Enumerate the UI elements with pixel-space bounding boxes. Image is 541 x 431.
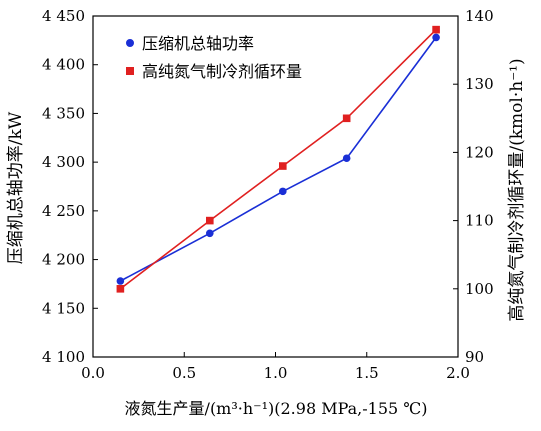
y-left-tick-label: 4 350 bbox=[42, 104, 85, 122]
y-left-tick-label: 4 450 bbox=[42, 7, 85, 25]
y-left-tick-label: 4 400 bbox=[42, 56, 85, 74]
x-axis-label: 液氮生产量/(m³·h⁻¹)(2.98 MPa,-155 ℃) bbox=[125, 399, 428, 418]
y-right-tick-label: 100 bbox=[465, 280, 494, 298]
series-0-point bbox=[432, 33, 440, 42]
y-left-tick-label: 4 250 bbox=[42, 202, 85, 220]
y-right-tick-label: 90 bbox=[465, 348, 484, 366]
legend-marker-series-0 bbox=[126, 39, 134, 47]
axis-ticks: 0.0 0.5 1.0 1.5 2.0 4 100 4 150 4 200 4 250 4 300… bbox=[42, 7, 494, 382]
series-1-point bbox=[206, 216, 214, 225]
x-tick-label: 0.0 bbox=[81, 364, 105, 382]
y-right-tick-label: 140 bbox=[465, 7, 494, 25]
series-0-point bbox=[279, 187, 287, 196]
y-left-tick-label: 4 150 bbox=[42, 299, 85, 317]
series-1-point bbox=[116, 285, 125, 293]
y-left-tick-label: 4 200 bbox=[42, 251, 85, 269]
legend-marker-series-1 bbox=[126, 67, 134, 75]
series-0-point bbox=[206, 229, 214, 238]
y-right-tick-label: 110 bbox=[465, 212, 494, 230]
x-tick-label: 2.0 bbox=[446, 364, 470, 382]
series-markers bbox=[116, 25, 440, 293]
y-left-tick-label: 4 100 bbox=[42, 348, 85, 366]
x-tick-label: 0.5 bbox=[172, 364, 196, 382]
series-1-point bbox=[432, 25, 440, 34]
series-0-point bbox=[342, 154, 351, 163]
y-axis-left-label: 压缩机总轴功率/kW bbox=[6, 111, 26, 264]
series-1-point bbox=[342, 114, 351, 123]
y-left-tick-label: 4 300 bbox=[42, 153, 85, 171]
x-tick-label: 1.5 bbox=[355, 364, 379, 382]
legend-label-series-1: 高纯氮气制冷剂循环量 bbox=[142, 62, 302, 81]
series-0-point bbox=[116, 277, 125, 285]
series-1-point bbox=[279, 162, 287, 170]
y-right-tick-label: 130 bbox=[465, 75, 494, 93]
legend: 压缩机总轴功率 高纯氮气制冷剂循环量 bbox=[126, 34, 302, 81]
y-axis-right-label: 高纯氮气制冷剂循环量/(kmol·h⁻¹) bbox=[507, 58, 527, 321]
x-tick-label: 1.0 bbox=[264, 364, 288, 382]
legend-label-series-0: 压缩机总轴功率 bbox=[142, 34, 254, 53]
y-right-tick-label: 120 bbox=[465, 143, 494, 161]
